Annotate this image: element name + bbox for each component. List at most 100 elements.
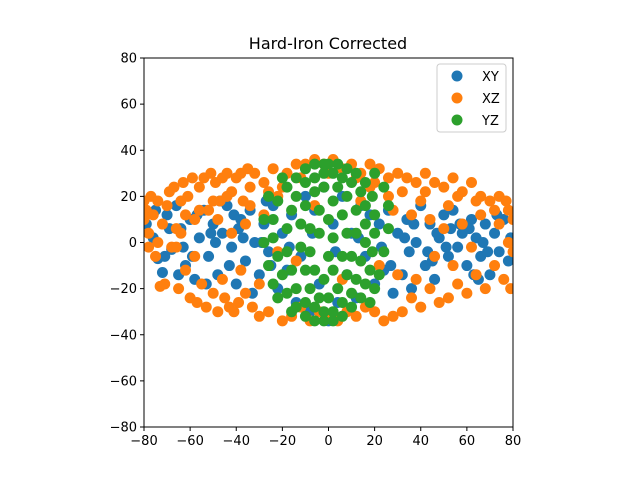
point-xz-14 [168, 181, 180, 193]
point-yz-17 [299, 310, 311, 322]
point-yz-73 [336, 250, 348, 262]
legend-marker-xy [451, 70, 463, 82]
point-xz-125 [424, 213, 436, 225]
point-xy-26 [263, 246, 275, 258]
point-xz-77 [378, 315, 390, 327]
point-yz-34 [359, 200, 371, 212]
point-yz-26 [290, 172, 302, 184]
point-yz-57 [350, 227, 362, 239]
point-yz-72 [341, 227, 353, 239]
point-yz-38 [350, 273, 362, 285]
point-xz-157 [396, 186, 408, 198]
series-yz [258, 158, 394, 327]
point-xz-148 [470, 195, 482, 207]
point-yz-23 [267, 213, 279, 225]
x-axis: −80 −60 −40 −20 0 20 40 60 80 [130, 427, 521, 449]
point-xy-115 [403, 246, 415, 258]
point-xz-30 [205, 167, 217, 179]
point-xz-156 [369, 177, 381, 189]
point-xy-108 [408, 218, 420, 230]
point-xy-105 [209, 237, 221, 248]
point-xz-22 [186, 172, 198, 184]
point-xz-5 [147, 209, 159, 221]
point-xz-131 [189, 250, 201, 262]
point-yz-61 [323, 292, 334, 304]
point-xz-146 [419, 186, 431, 198]
point-xz-16 [173, 283, 185, 295]
point-xz-86 [419, 167, 431, 179]
point-xy-75 [489, 227, 501, 239]
point-xz-92 [447, 172, 459, 184]
point-xz-79 [387, 310, 399, 322]
point-yz-94 [258, 237, 270, 248]
point-xz-93 [452, 278, 464, 290]
x-tick-label: −40 [223, 434, 250, 449]
point-xz-87 [424, 283, 436, 295]
point-xz-129 [489, 204, 501, 216]
point-xz-88 [429, 177, 441, 189]
point-xz-40 [228, 306, 240, 318]
point-xz-108 [502, 237, 513, 248]
point-xz-75 [369, 306, 381, 318]
point-xy-113 [205, 227, 217, 239]
point-xz-104 [502, 204, 513, 216]
point-yz-49 [286, 204, 298, 216]
point-xz-25 [193, 181, 205, 193]
point-xz-23 [189, 213, 201, 225]
point-xz-113 [212, 213, 224, 225]
point-xz-107 [505, 283, 513, 295]
point-yz-96 [267, 278, 279, 290]
point-xz-45 [239, 287, 251, 299]
point-xz-112 [193, 204, 205, 216]
x-tick-label: 0 [324, 434, 332, 449]
x-tick-label: 80 [505, 434, 522, 449]
point-yz-21 [272, 250, 284, 262]
legend-label-yz: YZ [481, 114, 499, 129]
point-xz-100 [484, 195, 496, 207]
point-yz-11 [355, 292, 367, 304]
point-xz-130 [170, 241, 182, 253]
point-xz-150 [221, 190, 233, 202]
point-yz-68 [309, 186, 321, 198]
point-xz-128 [475, 209, 487, 221]
point-xz-49 [249, 167, 261, 179]
point-yz-93 [258, 213, 270, 225]
point-yz-76 [309, 264, 321, 276]
point-xz-11 [161, 200, 173, 212]
point-yz-28 [309, 158, 321, 170]
legend-label-xy: XY [482, 70, 499, 85]
point-xz-24 [191, 296, 203, 308]
point-yz-45 [290, 283, 302, 295]
point-xz-80 [392, 167, 404, 179]
point-xz-52 [263, 306, 275, 318]
point-yz-24 [272, 195, 284, 207]
point-xz-47 [244, 181, 256, 193]
point-yz-86 [382, 200, 394, 212]
point-xz-132 [216, 273, 228, 285]
point-xy-74 [484, 269, 496, 281]
point-yz-64 [299, 264, 311, 276]
point-xy-50 [373, 218, 385, 230]
point-yz-60 [332, 283, 344, 295]
point-yz-1 [332, 158, 344, 170]
point-yz-10 [359, 278, 371, 290]
point-xy-18 [226, 241, 238, 253]
scatter-series-layer [144, 153, 513, 327]
point-xz-20 [182, 190, 194, 202]
point-yz-41 [327, 306, 339, 318]
y-tick-label: 60 [120, 98, 137, 113]
point-xy-100 [385, 260, 397, 272]
point-xz-137 [429, 250, 441, 262]
point-yz-13 [336, 310, 348, 322]
point-xy-21 [239, 255, 251, 267]
point-xy-19 [230, 278, 242, 290]
point-xz-110 [144, 241, 155, 253]
point-yz-12 [346, 301, 358, 313]
y-tick-label: 20 [120, 190, 137, 205]
point-xz-114 [226, 227, 238, 239]
point-yz-4 [359, 177, 371, 189]
y-axis: −80 −60 −40 −20 0 20 40 60 80 [110, 52, 144, 436]
point-xz-36 [219, 292, 231, 304]
legend-marker-yz [451, 114, 463, 126]
